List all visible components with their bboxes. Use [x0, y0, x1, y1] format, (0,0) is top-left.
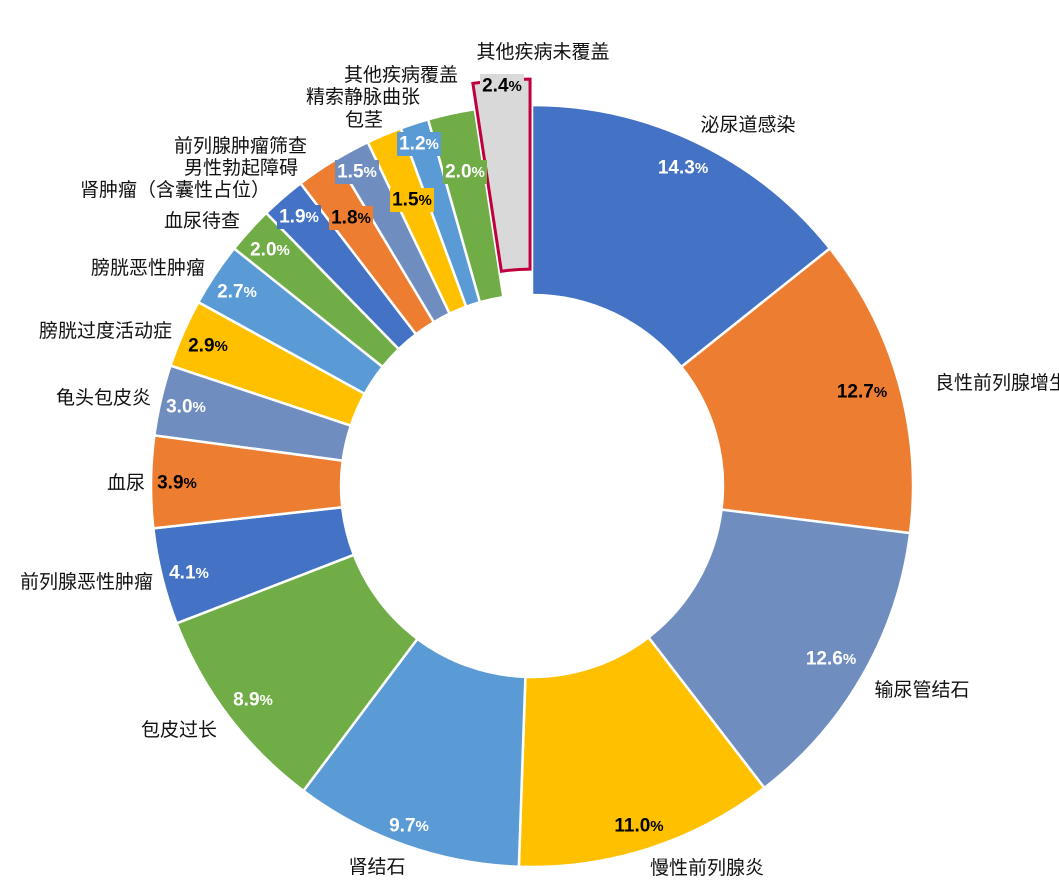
slice-12-value-label: 2.0% — [250, 240, 290, 261]
slice-16-value-label-box — [390, 188, 434, 212]
value-labels-group: 14.3% 12.7% 12.6% 11.0% 9.7% 8.9% 4.1% 3.9% 3.0%… — [157, 74, 887, 837]
slice-2-wedge — [679, 246, 915, 535]
slice-15-category-label: 前列腺肿瘤筛查 — [174, 135, 307, 157]
slice-10-category-label: 膀胱过度活动症 — [39, 320, 172, 342]
slice-19-value-label-box — [480, 74, 524, 98]
slice-16-value-label: 1.5% — [392, 190, 432, 211]
slice-8-value-label: 3.9% — [157, 473, 197, 494]
slice-10-value-label: 2.9% — [188, 336, 228, 357]
slice-7-category-label: 前列腺恶性肿瘤 — [20, 571, 153, 593]
slice-14-category-label: 男性勃起障碍 — [184, 157, 298, 179]
slice-17-category-label: 精索静脉曲张 — [306, 86, 420, 108]
slice-18-wedge — [426, 107, 505, 304]
slice-18-category-label: 其他疾病覆盖 — [344, 64, 458, 86]
slice-18-value-label: 2.0% — [445, 162, 485, 183]
slice-3-category-label: 输尿管结石 — [874, 679, 969, 701]
slice-19-category-label: 其他疾病未覆盖 — [476, 41, 609, 63]
slice-9-value-label: 3.0% — [166, 397, 206, 418]
slice-1-value-label: 14.3% — [658, 158, 708, 179]
slice-16-category-label: 包茎 — [345, 109, 383, 131]
slice-15-value-label: 1.5% — [337, 162, 377, 183]
slice-4-value-label: 11.0% — [614, 816, 663, 837]
slice-15-value-label-box — [335, 160, 379, 184]
slice-11-value-label: 2.7% — [217, 282, 257, 303]
slice-4-wedge — [517, 635, 767, 869]
slice-13-value-label: 1.9% — [279, 207, 319, 228]
slice-7-value-label: 4.1% — [169, 563, 209, 584]
slice-6-value-label: 8.9% — [233, 690, 273, 711]
slice-1-category-label: 泌尿道感染 — [700, 114, 795, 136]
slice-8-category-label: 血尿 — [107, 472, 145, 494]
slice-3-wedge — [646, 508, 912, 790]
slice-6-category-label: 包皮过长 — [141, 719, 217, 741]
slice-14-value-label: 1.8% — [331, 208, 371, 229]
slice-5-value-label: 9.7% — [389, 816, 429, 837]
slice-2-category-label: 良性前列腺增生 — [935, 372, 1059, 394]
slice-17-value-label: 1.2% — [399, 134, 439, 155]
slices-group — [149, 77, 915, 869]
slice-11-category-label: 膀胱恶性肿瘤 — [91, 257, 205, 279]
slice-18-value-label-box — [443, 160, 487, 184]
slice-2-value-label: 12.7% — [837, 382, 887, 403]
slice-13-category-label: 肾肿瘤（含囊性占位） — [80, 179, 270, 201]
slice-3-value-label: 12.6% — [806, 649, 856, 670]
slice-19-value-label: 2.4% — [482, 76, 522, 97]
slice-14-value-label-box — [329, 206, 373, 230]
slice-12-category-label: 血尿待查 — [164, 210, 240, 232]
slice-13-value-label-box — [277, 205, 321, 229]
slice-9-category-label: 龟头包皮炎 — [56, 387, 151, 409]
slice-17-value-label-box — [397, 132, 441, 156]
slice-5-category-label: 肾结石 — [348, 856, 405, 878]
slice-1-wedge — [530, 103, 832, 369]
slice-4-category-label: 慢性前列腺炎 — [650, 857, 764, 879]
